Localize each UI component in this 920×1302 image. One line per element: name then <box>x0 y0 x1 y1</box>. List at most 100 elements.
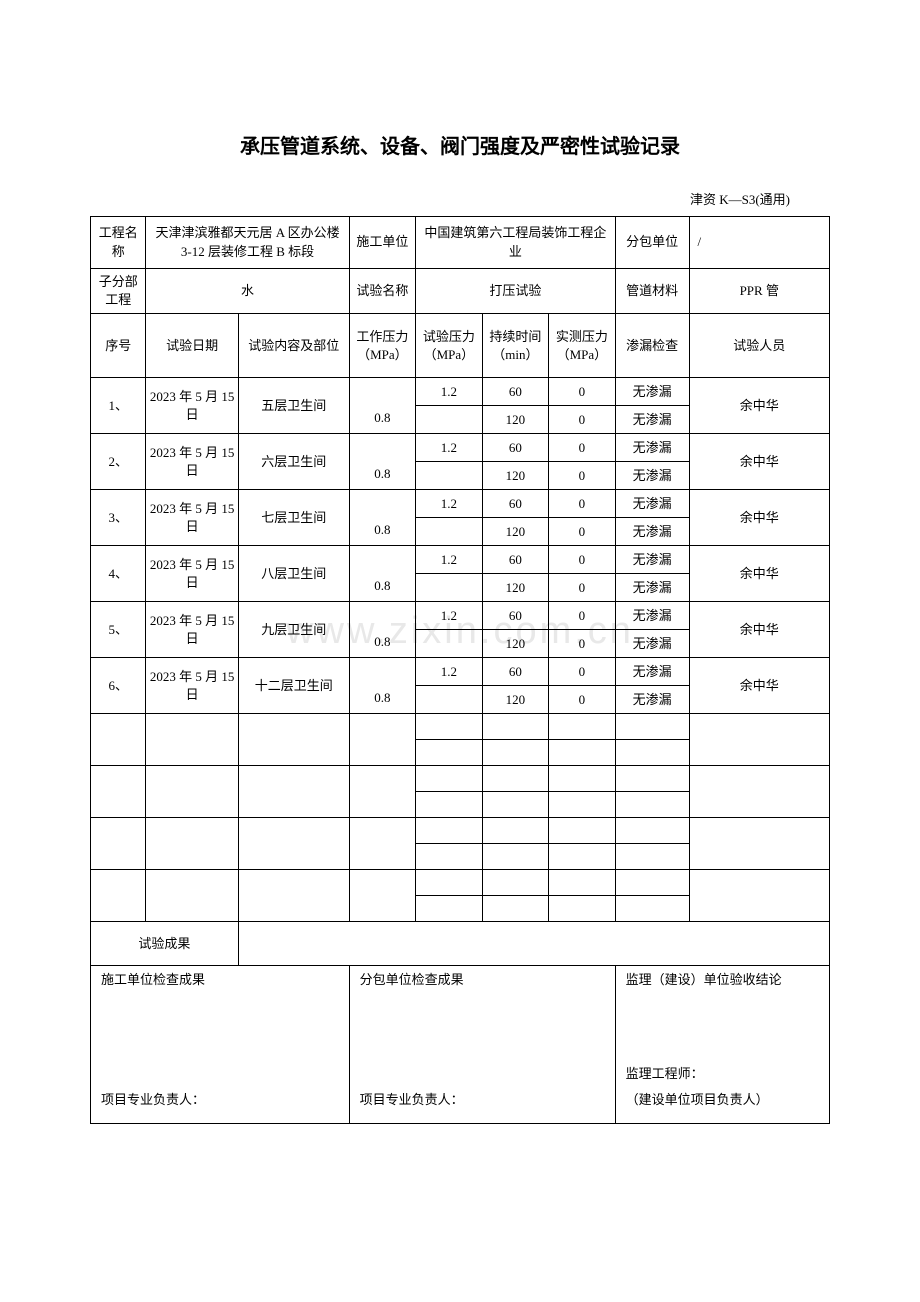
label-build-unit-lead: （建设单位项目负责人） <box>626 1092 769 1107</box>
cell-duration: 60 <box>482 658 549 686</box>
cell-date: 2023 年 5 月 15 日 <box>146 378 238 434</box>
table-row: 1、2023 年 5 月 15 日五层卫生间0.81.2600无渗漏余中华 <box>91 378 830 406</box>
cell-empty <box>482 792 549 818</box>
cell-test-pressure <box>416 462 483 490</box>
label-project-lead-2: 项目专业负责人： <box>360 1092 464 1107</box>
cell-empty <box>416 844 483 870</box>
col-test-pressure: 试验压力（MPa） <box>416 314 483 378</box>
cell-duration: 60 <box>482 490 549 518</box>
cell-tester: 余中华 <box>689 490 829 546</box>
cell-content: 五层卫生间 <box>238 378 349 434</box>
cell-measured-pressure: 0 <box>549 602 616 630</box>
cell-tester: 余中华 <box>689 546 829 602</box>
cell-work-pressure: 0.8 <box>349 434 416 490</box>
cell-duration: 120 <box>482 630 549 658</box>
value-pipe-material: PPR 管 <box>689 269 829 314</box>
label-supervisor-engineer: 监理工程师： <box>626 1066 704 1081</box>
cell-date: 2023 年 5 月 15 日 <box>146 546 238 602</box>
cell-measured-pressure: 0 <box>549 546 616 574</box>
cell-empty <box>416 896 483 922</box>
footer-subcontractor-body: 项目专业负责人： <box>349 994 615 1124</box>
cell-empty <box>482 766 549 792</box>
cell-leak: 无渗漏 <box>615 490 689 518</box>
cell-duration: 60 <box>482 546 549 574</box>
cell-test-pressure: 1.2 <box>416 658 483 686</box>
table-row <box>91 818 830 844</box>
cell-measured-pressure: 0 <box>549 490 616 518</box>
cell-leak: 无渗漏 <box>615 378 689 406</box>
cell-leak: 无渗漏 <box>615 686 689 714</box>
cell-empty <box>549 818 616 844</box>
label-subcontractor: 分包单位 <box>615 217 689 269</box>
cell-test-pressure: 1.2 <box>416 602 483 630</box>
cell-empty <box>146 766 238 818</box>
cell-empty <box>689 766 829 818</box>
col-measured-pressure: 实测压力（MPa） <box>549 314 616 378</box>
cell-empty <box>615 766 689 792</box>
document-subtitle: 津资 K—S3(通用) <box>90 189 830 208</box>
table-row <box>91 714 830 740</box>
col-work-pressure: 工作压力（MPa） <box>349 314 416 378</box>
col-seq: 序号 <box>91 314 146 378</box>
cell-measured-pressure: 0 <box>549 434 616 462</box>
cell-empty <box>146 714 238 766</box>
value-constructor: 中国建筑第六工程局装饰工程企业 <box>416 217 616 269</box>
cell-empty <box>615 792 689 818</box>
cell-date: 2023 年 5 月 15 日 <box>146 490 238 546</box>
cell-empty <box>416 870 483 896</box>
cell-tester: 余中华 <box>689 434 829 490</box>
cell-work-pressure: 0.8 <box>349 490 416 546</box>
cell-empty <box>482 740 549 766</box>
cell-duration: 120 <box>482 686 549 714</box>
cell-empty <box>416 714 483 740</box>
cell-content: 九层卫生间 <box>238 602 349 658</box>
cell-empty <box>91 714 146 766</box>
cell-measured-pressure: 0 <box>549 462 616 490</box>
cell-test-pressure: 1.2 <box>416 434 483 462</box>
table-row: 3、2023 年 5 月 15 日七层卫生间0.81.2600无渗漏余中华 <box>91 490 830 518</box>
cell-test-pressure <box>416 574 483 602</box>
cell-date: 2023 年 5 月 15 日 <box>146 434 238 490</box>
cell-seq: 6、 <box>91 658 146 714</box>
col-tester: 试验人员 <box>689 314 829 378</box>
cell-content: 七层卫生间 <box>238 490 349 546</box>
cell-test-pressure: 1.2 <box>416 546 483 574</box>
value-subcontractor: / <box>689 217 829 269</box>
cell-empty <box>416 740 483 766</box>
cell-duration: 120 <box>482 574 549 602</box>
cell-empty <box>689 714 829 766</box>
col-content: 试验内容及部位 <box>238 314 349 378</box>
cell-empty <box>482 714 549 740</box>
cell-test-pressure: 1.2 <box>416 490 483 518</box>
value-test-name: 打压试验 <box>416 269 616 314</box>
cell-empty <box>349 818 416 870</box>
cell-empty <box>549 844 616 870</box>
cell-leak: 无渗漏 <box>615 602 689 630</box>
cell-empty <box>416 766 483 792</box>
cell-empty <box>416 792 483 818</box>
cell-seq: 2、 <box>91 434 146 490</box>
cell-duration: 120 <box>482 406 549 434</box>
cell-empty <box>615 870 689 896</box>
cell-empty <box>615 714 689 740</box>
cell-empty <box>238 870 349 922</box>
cell-empty <box>549 870 616 896</box>
cell-empty <box>349 714 416 766</box>
label-test-name: 试验名称 <box>349 269 416 314</box>
cell-empty <box>615 896 689 922</box>
cell-empty <box>482 870 549 896</box>
cell-seq: 1、 <box>91 378 146 434</box>
cell-empty <box>549 766 616 792</box>
cell-duration: 120 <box>482 518 549 546</box>
column-header-row: 序号 试验日期 试验内容及部位 工作压力（MPa） 试验压力（MPa） 持续时间… <box>91 314 830 378</box>
cell-empty <box>549 896 616 922</box>
document-title: 承压管道系统、设备、阀门强度及严密性试验记录 <box>90 130 830 159</box>
cell-leak: 无渗漏 <box>615 406 689 434</box>
cell-content: 十二层卫生间 <box>238 658 349 714</box>
value-test-result <box>238 922 829 966</box>
value-sub-project: 水 <box>146 269 349 314</box>
cell-empty <box>91 818 146 870</box>
table-row: 6、2023 年 5 月 15 日十二层卫生间0.81.2600无渗漏余中华 <box>91 658 830 686</box>
col-leak-check: 渗漏检查 <box>615 314 689 378</box>
cell-measured-pressure: 0 <box>549 630 616 658</box>
